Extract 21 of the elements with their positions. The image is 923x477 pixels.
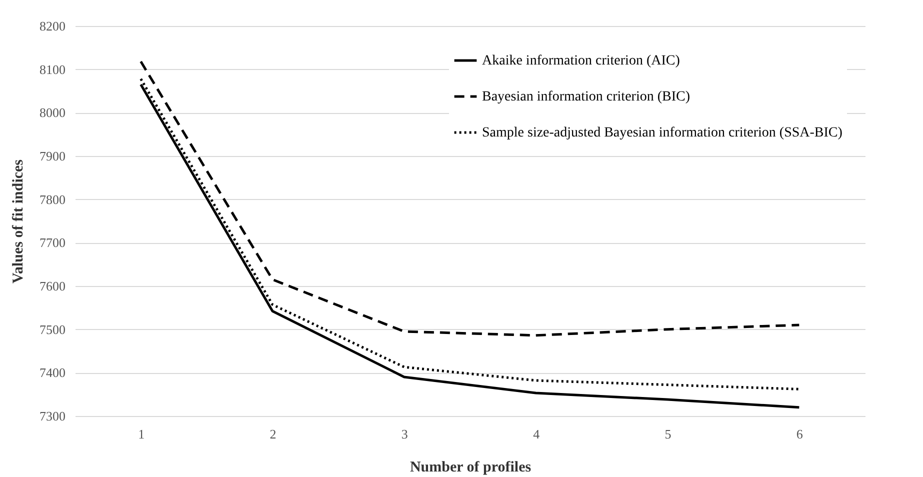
y-tick-label: 8000 — [40, 105, 66, 120]
y-tick-label: 7700 — [40, 235, 66, 250]
x-tick-label: 4 — [533, 426, 540, 442]
y-tick-label: 7600 — [40, 278, 66, 294]
x-tick-label: 3 — [401, 426, 408, 442]
y-tick-label: 8100 — [40, 62, 66, 77]
y-tick-label: 7800 — [40, 192, 66, 207]
y-tick-label: 7500 — [40, 322, 66, 337]
x-axis-title: Number of profiles — [410, 460, 532, 476]
legend-label: Akaike information criterion (AIC) — [482, 54, 680, 68]
y-axis-title: Values of fit indices — [10, 159, 26, 284]
x-tick-label: 1 — [138, 426, 145, 442]
y-tick-label: 7300 — [40, 408, 66, 424]
legend-label: Sample size-adjusted Bayesian information criterion (SSA-BIC) — [482, 126, 843, 140]
y-tick-label: 7400 — [40, 365, 66, 380]
y-tick-label: 7900 — [40, 148, 66, 164]
x-tick-label: 5 — [664, 426, 672, 442]
legend-label: Bayesian information criterion (BIC) — [482, 90, 690, 104]
x-tick-label: 2 — [270, 426, 276, 442]
x-tick-label: 6 — [796, 426, 804, 442]
y-tick-label: 8200 — [40, 18, 66, 34]
